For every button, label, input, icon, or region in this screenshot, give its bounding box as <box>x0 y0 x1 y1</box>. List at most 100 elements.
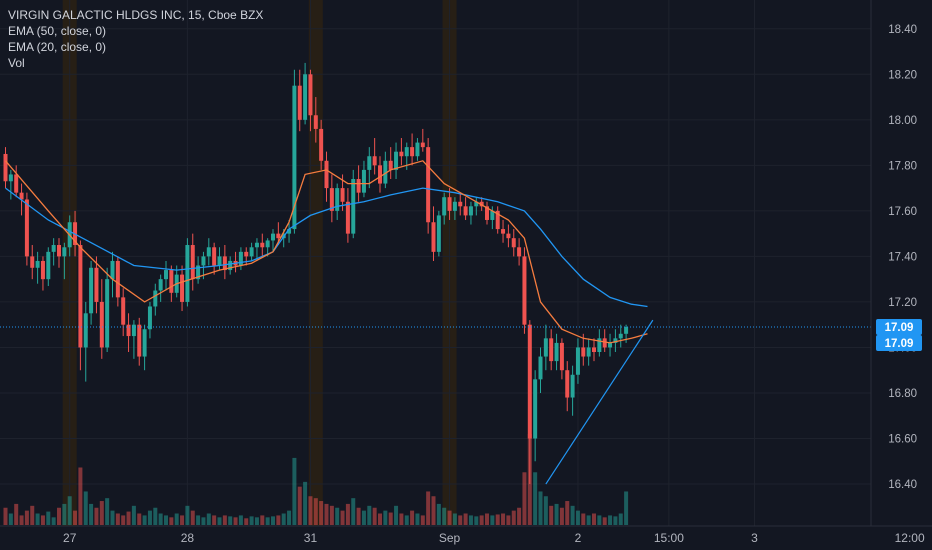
volume-bar-96 <box>517 507 522 525</box>
candle-body-102 <box>549 338 554 362</box>
volume-bar-75 <box>404 515 409 525</box>
price-tick-label: 17.60 <box>888 206 917 218</box>
volume-bar-79 <box>426 491 431 525</box>
time-axis-labels: 27 28 31 Sep 2 15:00 3 12:00 <box>63 531 925 545</box>
candle-body-61 <box>329 188 334 211</box>
candle-body-62 <box>335 188 340 211</box>
candle-body-1 <box>8 174 13 182</box>
volume-bar-18 <box>99 501 104 525</box>
volume-bar-11 <box>62 503 67 525</box>
candle-body-73 <box>394 151 399 170</box>
candle-body-68 <box>367 156 372 170</box>
candle-body-98 <box>527 324 532 439</box>
volume-bar-101 <box>543 496 548 525</box>
volume-bar-57 <box>308 496 313 525</box>
volume-bar-13 <box>73 510 78 525</box>
volume-bar-77 <box>415 513 420 525</box>
volume-bar-87 <box>468 515 473 525</box>
volume-bars <box>3 433 629 525</box>
volume-bar-72 <box>388 512 393 525</box>
price-tick-label: 17.80 <box>888 160 917 172</box>
volume-bar-90 <box>485 513 489 525</box>
candle-body-65 <box>351 179 356 234</box>
volume-bar-49 <box>265 517 270 525</box>
volume-bar-30 <box>164 515 168 525</box>
volume-bar-78 <box>420 515 425 525</box>
volume-bar-28 <box>153 507 158 525</box>
ema-lines <box>5 160 648 344</box>
ema20-label[interactable]: EMA (20, close, 0) <box>8 40 107 54</box>
trendline-group[interactable] <box>545 319 654 485</box>
candle-body-104 <box>559 342 564 371</box>
volume-bar-16 <box>89 503 94 525</box>
candle-body-23 <box>126 324 131 337</box>
candle-body-16 <box>89 267 94 314</box>
volume-bar-104 <box>559 507 564 525</box>
volume-bar-109 <box>586 515 591 525</box>
volume-bar-14 <box>78 467 83 525</box>
volume-bar-24 <box>131 505 136 525</box>
time-tick-label: 27 <box>63 531 77 545</box>
candle-body-44 <box>238 251 243 266</box>
volume-bar-61 <box>329 505 334 525</box>
volume-bar-116 <box>624 491 629 525</box>
candle-body-63 <box>340 188 345 202</box>
volume-bar-42 <box>228 516 233 525</box>
price-axis[interactable] <box>871 0 932 526</box>
candle-body-29 <box>158 279 163 291</box>
volume-bar-82 <box>442 507 447 525</box>
volume-bar-100 <box>538 491 543 525</box>
volume-bar-52 <box>281 513 286 525</box>
price-tick-label: 16.80 <box>888 388 917 400</box>
candle-body-76 <box>410 147 415 157</box>
volume-bar-59 <box>319 501 324 525</box>
volume-bar-74 <box>399 513 404 525</box>
price-tick-label: 16.40 <box>888 479 917 491</box>
candle-body-0 <box>3 153 8 182</box>
candle-body-53 <box>287 229 292 234</box>
time-tick-label: 31 <box>304 531 318 545</box>
candle-body-82 <box>442 197 447 216</box>
candle-body-57 <box>308 74 313 116</box>
candle-body-96 <box>517 247 522 257</box>
trendline[interactable] <box>545 319 654 485</box>
candle-body-78 <box>420 142 425 148</box>
candle-body-88 <box>474 201 479 207</box>
candle-body-48 <box>260 242 265 248</box>
candle-body-4 <box>24 199 29 257</box>
candle-body-41 <box>222 256 227 271</box>
ema50-label[interactable]: EMA (50, close, 0) <box>8 24 107 38</box>
volume-bar-69 <box>372 507 377 525</box>
candle-body-3 <box>19 192 24 200</box>
volume-bar-43 <box>233 517 238 525</box>
volume-bar-29 <box>158 513 163 525</box>
candle-body-51 <box>276 233 281 239</box>
symbol-title: VIRGIN GALACTIC HLDGS INC, 15, Cboe BZX <box>8 8 264 22</box>
candle-body-70 <box>378 165 382 184</box>
candle-body-86 <box>463 206 468 216</box>
candle-body-33 <box>180 274 185 302</box>
time-tick-label: 2 <box>575 531 582 545</box>
candle-body-35 <box>190 245 195 280</box>
vol-label[interactable]: Vol <box>8 56 25 70</box>
candle-body-40 <box>217 256 222 266</box>
volume-bar-8 <box>46 511 51 525</box>
candle-body-25 <box>137 324 142 357</box>
candle-body-109 <box>586 347 591 357</box>
volume-bar-41 <box>222 515 227 525</box>
time-tick-label: 3 <box>751 531 758 545</box>
volume-bar-80 <box>431 496 436 525</box>
candle-body-58 <box>313 115 318 129</box>
candle-body-10 <box>57 245 61 257</box>
time-axis[interactable] <box>0 526 932 550</box>
volume-bar-45 <box>244 518 249 525</box>
time-tick-label: 15:00 <box>654 531 684 545</box>
volume-bar-83 <box>447 510 452 525</box>
volume-bar-102 <box>549 505 554 525</box>
volume-bar-47 <box>254 517 259 525</box>
candle-body-27 <box>147 306 152 330</box>
candle-body-56 <box>303 74 308 120</box>
volume-bar-50 <box>271 516 275 525</box>
price-tick-label: 17.20 <box>888 297 917 309</box>
